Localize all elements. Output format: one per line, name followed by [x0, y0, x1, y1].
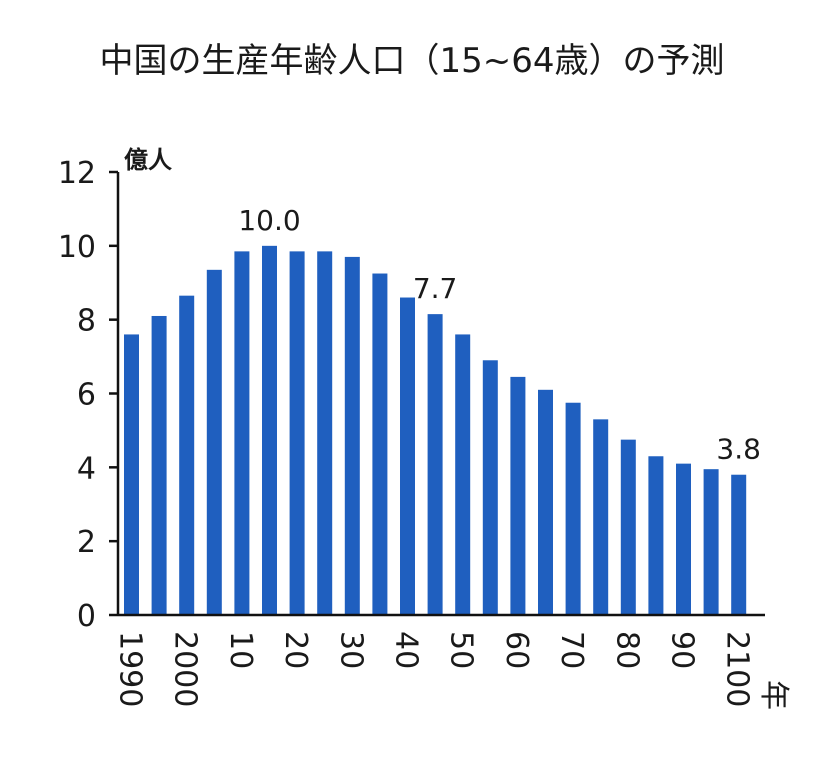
bar-2030 — [344, 256, 360, 615]
y-tick-label: 4 — [77, 451, 96, 486]
bar-2080 — [620, 439, 636, 615]
y-tick-label: 12 — [58, 156, 96, 191]
x-tick-label: 70 — [554, 631, 589, 669]
data-label-2045: 7.7 — [413, 272, 458, 305]
x-tick-label: 40 — [389, 631, 424, 669]
bar-2095 — [703, 469, 719, 615]
y-tick-label: 6 — [77, 378, 96, 413]
y-tick-label: 8 — [77, 304, 96, 339]
bar-2000 — [179, 295, 195, 615]
y-tick-label: 2 — [77, 525, 96, 560]
y-axis-ticks: 0 2 4 6 8 10 12 — [58, 156, 118, 634]
y-tick-label: 10 — [58, 230, 96, 265]
x-axis-unit: 年 — [756, 680, 791, 710]
x-tick-label: 1990 — [113, 631, 148, 707]
bar-2010 — [234, 251, 250, 615]
x-tick-label: 10 — [223, 631, 258, 669]
bar-2060 — [510, 376, 526, 615]
x-tick-label: 2000 — [168, 631, 203, 707]
bar-2075 — [593, 419, 609, 615]
x-tick-label: 2100 — [720, 631, 755, 707]
data-labels: 10.0 7.7 3.8 — [238, 204, 761, 466]
bar-2040 — [400, 297, 415, 615]
data-label-2015: 10.0 — [238, 204, 300, 237]
chart-title: 中国の生産年齢人口（15~64歳）の予測 — [99, 41, 724, 81]
x-tick-label: 50 — [444, 631, 479, 669]
bar-2085 — [648, 456, 664, 615]
x-tick-label: 20 — [278, 631, 313, 669]
data-label-2100: 3.8 — [716, 433, 761, 466]
bar-2090 — [676, 463, 691, 615]
bar-2055 — [482, 360, 498, 615]
x-axis-ticks: 1990 2000 10 20 30 40 50 60 70 80 90 2100 — [113, 631, 755, 707]
x-tick-label: 60 — [499, 631, 534, 669]
bar-2045 — [427, 314, 443, 615]
x-tick-label: 80 — [609, 631, 644, 669]
bar-1995 — [151, 315, 167, 615]
bar-1990 — [124, 334, 139, 615]
bar-2065 — [538, 389, 553, 615]
x-tick-label: 30 — [333, 631, 368, 669]
bars — [124, 245, 747, 616]
bar-2015 — [262, 245, 277, 616]
bar-2005 — [206, 269, 222, 615]
bar-2100 — [731, 474, 747, 615]
bar-2050 — [455, 334, 471, 615]
y-tick-label: 0 — [77, 599, 96, 634]
bar-2070 — [565, 402, 581, 615]
y-axis-unit: 億人 — [124, 146, 172, 174]
x-tick-label: 90 — [665, 631, 700, 669]
bar-2020 — [289, 251, 305, 615]
bar-2035 — [372, 273, 388, 615]
bar-2025 — [317, 251, 333, 615]
